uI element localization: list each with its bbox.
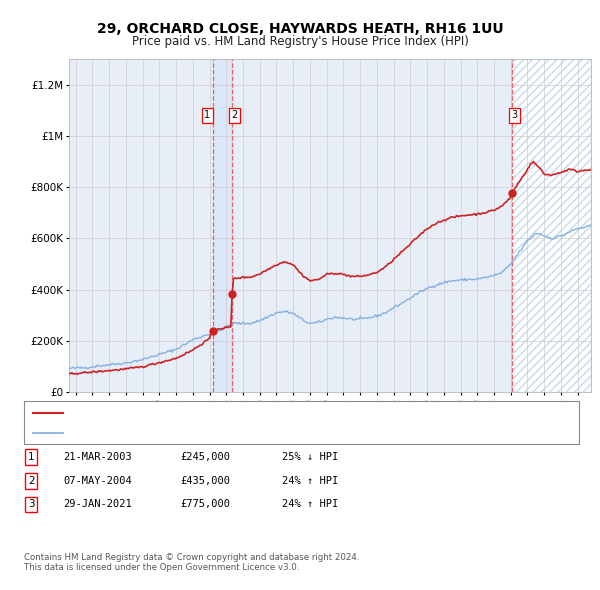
Text: £775,000: £775,000 — [180, 500, 230, 509]
Text: 29-JAN-2021: 29-JAN-2021 — [63, 500, 132, 509]
Text: £435,000: £435,000 — [180, 476, 230, 486]
Text: 2: 2 — [232, 110, 238, 120]
Text: HPI: Average price, detached house, Mid Sussex: HPI: Average price, detached house, Mid … — [69, 428, 305, 438]
Text: 25% ↓ HPI: 25% ↓ HPI — [282, 453, 338, 462]
Text: 29, ORCHARD CLOSE, HAYWARDS HEATH, RH16 1UU (detached house): 29, ORCHARD CLOSE, HAYWARDS HEATH, RH16 … — [69, 408, 415, 418]
Text: £245,000: £245,000 — [180, 453, 230, 462]
Text: 3: 3 — [511, 110, 517, 120]
Text: This data is licensed under the Open Government Licence v3.0.: This data is licensed under the Open Gov… — [24, 563, 299, 572]
Text: 07-MAY-2004: 07-MAY-2004 — [63, 476, 132, 486]
Bar — [213, 59, 232, 392]
Text: 21-MAR-2003: 21-MAR-2003 — [63, 453, 132, 462]
Text: 2: 2 — [28, 476, 35, 486]
Text: 3: 3 — [28, 500, 35, 509]
Bar — [512, 59, 591, 392]
Text: Contains HM Land Registry data © Crown copyright and database right 2024.: Contains HM Land Registry data © Crown c… — [24, 553, 359, 562]
Text: 29, ORCHARD CLOSE, HAYWARDS HEATH, RH16 1UU: 29, ORCHARD CLOSE, HAYWARDS HEATH, RH16 … — [97, 22, 503, 37]
Text: 1: 1 — [28, 453, 35, 462]
Text: 1: 1 — [205, 110, 211, 120]
Text: 24% ↑ HPI: 24% ↑ HPI — [282, 476, 338, 486]
Text: 24% ↑ HPI: 24% ↑ HPI — [282, 500, 338, 509]
Text: Price paid vs. HM Land Registry's House Price Index (HPI): Price paid vs. HM Land Registry's House … — [131, 35, 469, 48]
